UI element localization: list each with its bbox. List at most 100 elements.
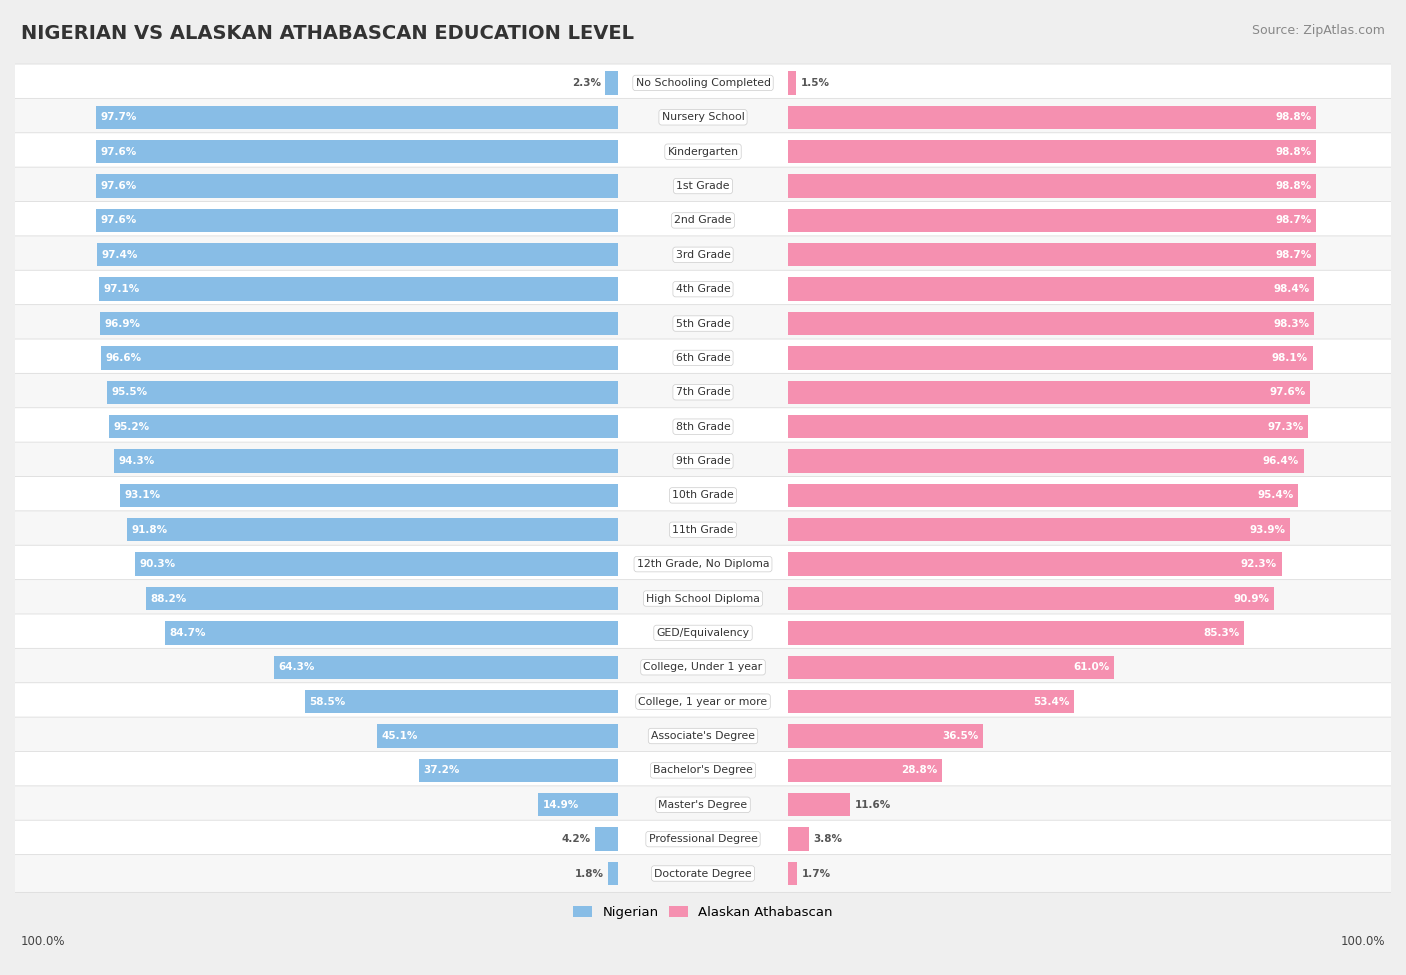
Text: 97.6%: 97.6%: [101, 181, 136, 191]
Text: 6th Grade: 6th Grade: [676, 353, 730, 363]
Bar: [789, 346, 1313, 370]
Text: Professional Degree: Professional Degree: [648, 835, 758, 844]
Text: 97.1%: 97.1%: [103, 284, 139, 294]
Text: 95.5%: 95.5%: [112, 387, 148, 397]
FancyBboxPatch shape: [14, 339, 1392, 376]
FancyBboxPatch shape: [14, 752, 1392, 790]
Bar: [789, 140, 1316, 164]
Bar: [789, 71, 796, 95]
Text: 97.6%: 97.6%: [1270, 387, 1305, 397]
Bar: [100, 312, 617, 335]
FancyBboxPatch shape: [14, 442, 1392, 480]
Text: 98.1%: 98.1%: [1272, 353, 1308, 363]
Bar: [789, 243, 1316, 266]
Bar: [789, 380, 1310, 404]
Bar: [789, 553, 1282, 576]
Text: 88.2%: 88.2%: [150, 594, 187, 604]
Text: 1.5%: 1.5%: [801, 78, 830, 88]
Text: Nursery School: Nursery School: [662, 112, 744, 122]
Text: 12th Grade, No Diploma: 12th Grade, No Diploma: [637, 559, 769, 569]
Bar: [107, 380, 617, 404]
Text: 98.7%: 98.7%: [1275, 250, 1312, 259]
Text: 100.0%: 100.0%: [21, 935, 66, 948]
Bar: [789, 449, 1303, 473]
Text: 1.8%: 1.8%: [575, 869, 603, 878]
Text: Bachelor's Degree: Bachelor's Degree: [652, 765, 754, 775]
Text: 95.4%: 95.4%: [1257, 490, 1294, 500]
Text: 90.3%: 90.3%: [139, 559, 176, 569]
Bar: [127, 518, 617, 541]
Bar: [108, 415, 617, 439]
Bar: [101, 346, 617, 370]
Text: 4th Grade: 4th Grade: [676, 284, 730, 294]
Text: 95.2%: 95.2%: [114, 421, 149, 432]
Text: Source: ZipAtlas.com: Source: ZipAtlas.com: [1251, 24, 1385, 37]
Text: 97.6%: 97.6%: [101, 215, 136, 225]
Text: 10th Grade: 10th Grade: [672, 490, 734, 500]
Bar: [419, 759, 617, 782]
Text: 2nd Grade: 2nd Grade: [675, 215, 731, 225]
Text: 98.8%: 98.8%: [1275, 181, 1312, 191]
Text: 58.5%: 58.5%: [309, 697, 346, 707]
Text: 2.3%: 2.3%: [572, 78, 600, 88]
Text: Associate's Degree: Associate's Degree: [651, 731, 755, 741]
Text: 14.9%: 14.9%: [543, 800, 579, 810]
Text: 8th Grade: 8th Grade: [676, 421, 730, 432]
Bar: [146, 587, 617, 610]
Bar: [305, 690, 617, 714]
Text: No Schooling Completed: No Schooling Completed: [636, 78, 770, 88]
Text: High School Diploma: High School Diploma: [647, 594, 759, 604]
Bar: [789, 278, 1315, 301]
Bar: [96, 175, 617, 198]
Text: 5th Grade: 5th Grade: [676, 319, 730, 329]
FancyBboxPatch shape: [14, 614, 1392, 652]
Text: 28.8%: 28.8%: [901, 765, 938, 775]
Bar: [789, 655, 1115, 679]
FancyBboxPatch shape: [14, 820, 1392, 858]
Text: 36.5%: 36.5%: [942, 731, 979, 741]
Bar: [789, 793, 851, 816]
Text: 11.6%: 11.6%: [855, 800, 891, 810]
FancyBboxPatch shape: [14, 545, 1392, 583]
FancyBboxPatch shape: [14, 786, 1392, 824]
Text: 98.8%: 98.8%: [1275, 112, 1312, 122]
Bar: [98, 278, 617, 301]
Text: College, Under 1 year: College, Under 1 year: [644, 662, 762, 673]
Bar: [165, 621, 617, 644]
Text: 1st Grade: 1st Grade: [676, 181, 730, 191]
Text: GED/Equivalency: GED/Equivalency: [657, 628, 749, 638]
Text: 11th Grade: 11th Grade: [672, 525, 734, 534]
Text: 9th Grade: 9th Grade: [676, 456, 730, 466]
FancyBboxPatch shape: [14, 579, 1392, 617]
Text: 53.4%: 53.4%: [1033, 697, 1069, 707]
FancyBboxPatch shape: [14, 477, 1392, 514]
Bar: [789, 105, 1316, 129]
Text: 4.2%: 4.2%: [561, 835, 591, 844]
Text: 37.2%: 37.2%: [423, 765, 460, 775]
Bar: [96, 140, 617, 164]
Bar: [789, 518, 1291, 541]
Bar: [789, 690, 1074, 714]
Bar: [97, 243, 617, 266]
Bar: [377, 724, 617, 748]
Bar: [606, 71, 617, 95]
FancyBboxPatch shape: [14, 511, 1392, 549]
Text: 91.8%: 91.8%: [132, 525, 167, 534]
Bar: [789, 621, 1244, 644]
Bar: [96, 209, 617, 232]
Text: 7th Grade: 7th Grade: [676, 387, 730, 397]
Bar: [789, 724, 983, 748]
Text: 90.9%: 90.9%: [1233, 594, 1270, 604]
FancyBboxPatch shape: [14, 717, 1392, 755]
Bar: [120, 484, 617, 507]
Text: 94.3%: 94.3%: [118, 456, 155, 466]
Text: 84.7%: 84.7%: [170, 628, 207, 638]
Bar: [789, 175, 1316, 198]
Text: 98.7%: 98.7%: [1275, 215, 1312, 225]
Text: 97.4%: 97.4%: [101, 250, 138, 259]
Text: 3.8%: 3.8%: [813, 835, 842, 844]
Text: Master's Degree: Master's Degree: [658, 800, 748, 810]
Text: 97.6%: 97.6%: [101, 146, 136, 157]
Legend: Nigerian, Alaskan Athabascan: Nigerian, Alaskan Athabascan: [568, 901, 838, 924]
Bar: [274, 655, 617, 679]
